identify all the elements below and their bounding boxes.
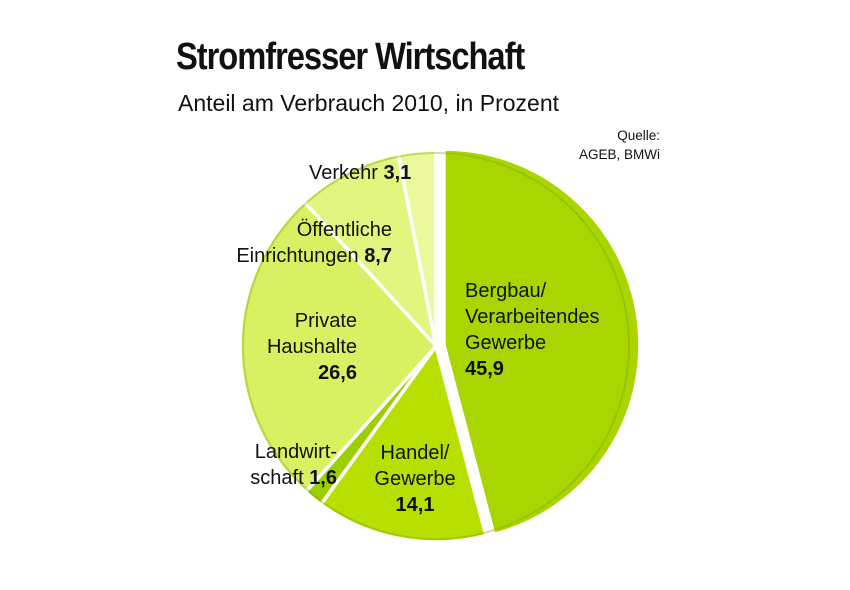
label-handel-line1: Handel/	[380, 442, 450, 464]
value-oeffentlich: 8,7	[364, 245, 392, 267]
label-bergbau: Bergbau/ Verarbeitendes Gewerbe 45,9	[465, 278, 600, 382]
label-bergbau-line2: Verarbeitendes	[465, 306, 600, 328]
source-note: Quelle: AGEB, BMWi	[579, 126, 660, 164]
label-bergbau-line3: Gewerbe	[465, 332, 547, 354]
value-verkehr: 3,1	[383, 162, 412, 184]
value-bergbau: 45,9	[465, 358, 504, 380]
source-label: Quelle:	[617, 128, 660, 143]
label-verkehr: Verkehr 3,1	[309, 160, 411, 186]
label-landwirtschaft: Landwirt- schaft 1,6	[215, 439, 337, 491]
slice-bergbau	[442, 147, 642, 537]
label-landwirtschaft-line2: schaft	[250, 467, 304, 489]
label-verkehr-line1: Verkehr	[309, 162, 378, 184]
label-haushalte-line1: Private	[294, 310, 357, 332]
value-haushalte: 26,6	[318, 362, 357, 384]
source-value: AGEB, BMWi	[578, 147, 660, 162]
slice-haushalte	[238, 199, 438, 494]
label-handel-line2: Gewerbe	[374, 468, 456, 490]
label-oeffentlich-line1: Öffentliche	[296, 219, 392, 241]
slice-verkehr	[396, 148, 438, 348]
value-handel: 14,1	[395, 494, 435, 516]
label-haushalte-line2: Haushalte	[266, 336, 357, 358]
label-bergbau-line1: Bergbau/	[465, 280, 547, 302]
slice-oeffentlich	[301, 151, 438, 348]
label-oeffentlich: Öffentliche Einrichtungen 8,7	[205, 217, 392, 269]
pie-rim	[242, 152, 630, 540]
slice-handel	[319, 344, 488, 544]
label-oeffentlich-line2: Einrichtungen	[236, 245, 359, 267]
chart-subtitle: Anteil am Verbrauch 2010, in Prozent	[178, 90, 560, 116]
label-haushalte: Private Haushalte 26,6	[240, 308, 357, 386]
chart-title: Stromfresser Wirtschaft	[176, 36, 525, 78]
label-handel: Handel/ Gewerbe 14,1	[360, 440, 470, 518]
label-landwirtschaft-line1: Landwirt-	[254, 441, 337, 463]
value-landwirtschaft: 1,6	[309, 467, 337, 489]
